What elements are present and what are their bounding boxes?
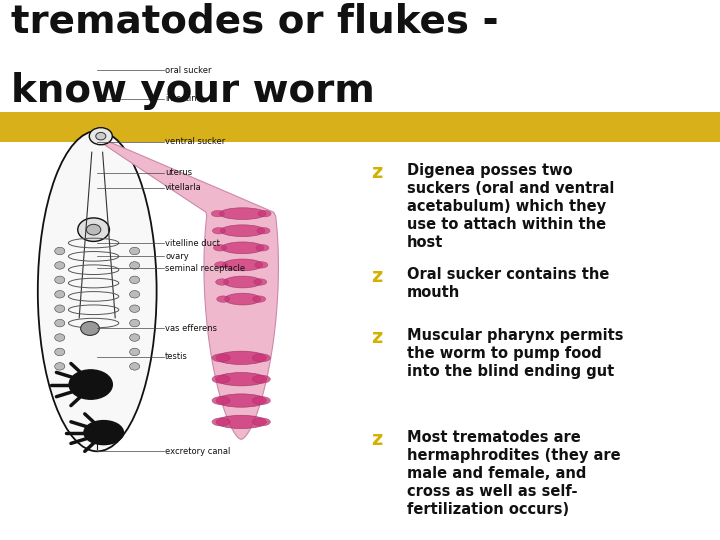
Circle shape [130, 305, 140, 313]
Ellipse shape [253, 354, 271, 362]
Ellipse shape [257, 227, 270, 234]
Text: oral sucker: oral sucker [166, 66, 212, 75]
Ellipse shape [253, 375, 271, 383]
Circle shape [130, 291, 140, 298]
Circle shape [55, 334, 65, 341]
Circle shape [86, 224, 101, 235]
Text: ventral sucker: ventral sucker [166, 137, 225, 146]
Ellipse shape [212, 375, 230, 383]
Text: ovary: ovary [166, 252, 189, 261]
Ellipse shape [216, 351, 266, 364]
Text: seminal receptacle: seminal receptacle [166, 264, 246, 273]
Text: intestine: intestine [166, 94, 202, 103]
Text: z: z [371, 267, 382, 286]
Ellipse shape [84, 421, 124, 444]
Circle shape [78, 218, 109, 241]
Ellipse shape [216, 415, 266, 429]
Circle shape [130, 363, 140, 370]
Circle shape [55, 305, 65, 313]
Circle shape [55, 291, 65, 298]
Circle shape [81, 321, 99, 335]
Ellipse shape [69, 370, 112, 399]
Ellipse shape [212, 396, 230, 404]
Ellipse shape [216, 373, 266, 386]
Ellipse shape [212, 211, 225, 217]
Text: know your worm: know your worm [11, 72, 374, 110]
Circle shape [55, 319, 65, 327]
Circle shape [130, 247, 140, 255]
Ellipse shape [37, 131, 157, 451]
Circle shape [55, 363, 65, 370]
Ellipse shape [256, 245, 269, 251]
Ellipse shape [212, 227, 225, 234]
Text: vitelline duct: vitelline duct [166, 239, 220, 247]
Text: Oral sucker contains the
mouth: Oral sucker contains the mouth [407, 267, 609, 300]
Circle shape [130, 276, 140, 284]
Text: vas efferens: vas efferens [166, 324, 217, 333]
Text: uterus: uterus [166, 168, 192, 177]
Circle shape [55, 276, 65, 284]
Text: z: z [371, 328, 382, 347]
Text: excretory canal: excretory canal [166, 447, 230, 456]
Text: testis: testis [166, 352, 188, 361]
Ellipse shape [216, 279, 229, 285]
Circle shape [96, 132, 106, 140]
Ellipse shape [212, 418, 230, 426]
Ellipse shape [216, 394, 266, 407]
Ellipse shape [215, 262, 228, 268]
Ellipse shape [254, 279, 267, 285]
Ellipse shape [220, 225, 265, 237]
Ellipse shape [225, 293, 261, 305]
Text: trematodes or flukes -: trematodes or flukes - [11, 3, 498, 40]
Ellipse shape [212, 354, 230, 362]
Circle shape [89, 127, 112, 145]
Text: z: z [371, 430, 382, 449]
Ellipse shape [220, 208, 266, 219]
Circle shape [55, 348, 65, 356]
Ellipse shape [258, 211, 271, 217]
Circle shape [55, 247, 65, 255]
Ellipse shape [253, 418, 271, 426]
Text: Muscular pharynx permits
the worm to pump food
into the blind ending gut: Muscular pharynx permits the worm to pum… [407, 328, 624, 380]
Ellipse shape [223, 276, 262, 288]
Circle shape [130, 319, 140, 327]
Ellipse shape [222, 259, 263, 271]
Ellipse shape [217, 296, 230, 302]
PathPatch shape [96, 138, 279, 439]
Ellipse shape [222, 242, 264, 254]
Text: Most trematodes are
hermaphrodites (they are
male and female, and
cross as well : Most trematodes are hermaphrodites (they… [407, 430, 621, 517]
Bar [0, 112, 720, 141]
Circle shape [130, 262, 140, 269]
Text: z: z [371, 163, 382, 182]
Ellipse shape [214, 245, 226, 251]
Ellipse shape [253, 296, 266, 302]
Circle shape [55, 262, 65, 269]
Ellipse shape [255, 262, 268, 268]
Text: Digenea posses two
suckers (oral and ventral
acetabulum) which they
use to attac: Digenea posses two suckers (oral and ven… [407, 163, 614, 250]
Circle shape [130, 334, 140, 341]
Circle shape [130, 348, 140, 356]
Ellipse shape [253, 396, 271, 404]
Text: vitellarla: vitellarla [166, 184, 202, 192]
